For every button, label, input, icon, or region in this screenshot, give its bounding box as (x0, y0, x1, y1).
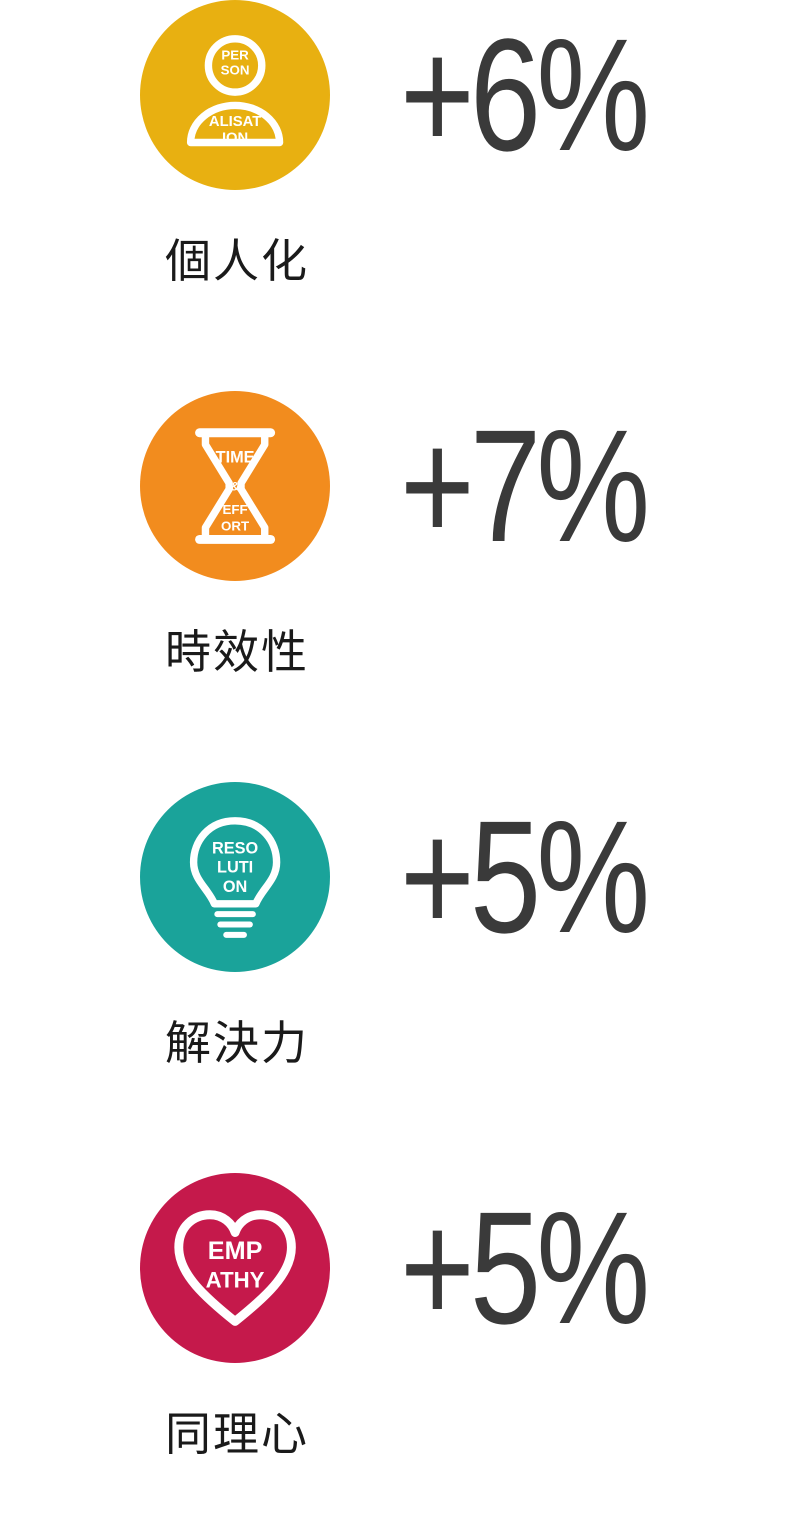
svg-text:ION: ION (222, 130, 248, 146)
empathy-icon: EMP ATHY (140, 1173, 330, 1363)
infographic-container: PER SON ALISAT ION +6% 個人化 TIME & (0, 0, 787, 1494)
item-personalisation: PER SON ALISAT ION +6% 個人化 (0, 0, 787, 291)
time-effort-icon: TIME & EFF ORT (140, 391, 330, 581)
svg-text:RESO: RESO (212, 839, 258, 857)
empathy-caption: 同理心 (165, 1398, 787, 1464)
svg-text:LUTI: LUTI (217, 859, 253, 877)
svg-text:ATHY: ATHY (206, 1267, 265, 1292)
item-empathy: EMP ATHY +5% 同理心 (0, 1173, 787, 1464)
svg-text:EFF: EFF (222, 502, 247, 517)
svg-text:ORT: ORT (221, 518, 249, 533)
svg-text:EMP: EMP (208, 1237, 263, 1265)
svg-text:PER: PER (221, 47, 249, 62)
svg-text:TIME: TIME (216, 448, 255, 466)
resolution-value: +5% (400, 797, 645, 957)
personalisation-icon: PER SON ALISAT ION (140, 0, 330, 190)
item-resolution: RESO LUTI ON +5% 解決力 (0, 782, 787, 1073)
resolution-icon: RESO LUTI ON (140, 782, 330, 972)
resolution-caption: 解決力 (165, 1007, 787, 1073)
svg-text:&: & (231, 479, 240, 493)
time-effort-value: +7% (400, 406, 645, 566)
personalisation-value: +6% (400, 15, 645, 175)
svg-text:SON: SON (221, 62, 250, 77)
svg-text:ON: ON (223, 878, 247, 896)
time-effort-caption: 時效性 (165, 616, 787, 682)
empathy-value: +5% (400, 1188, 645, 1348)
personalisation-caption: 個人化 (165, 225, 787, 291)
svg-text:ALISAT: ALISAT (209, 114, 261, 130)
item-time-effort: TIME & EFF ORT +7% 時效性 (0, 391, 787, 682)
